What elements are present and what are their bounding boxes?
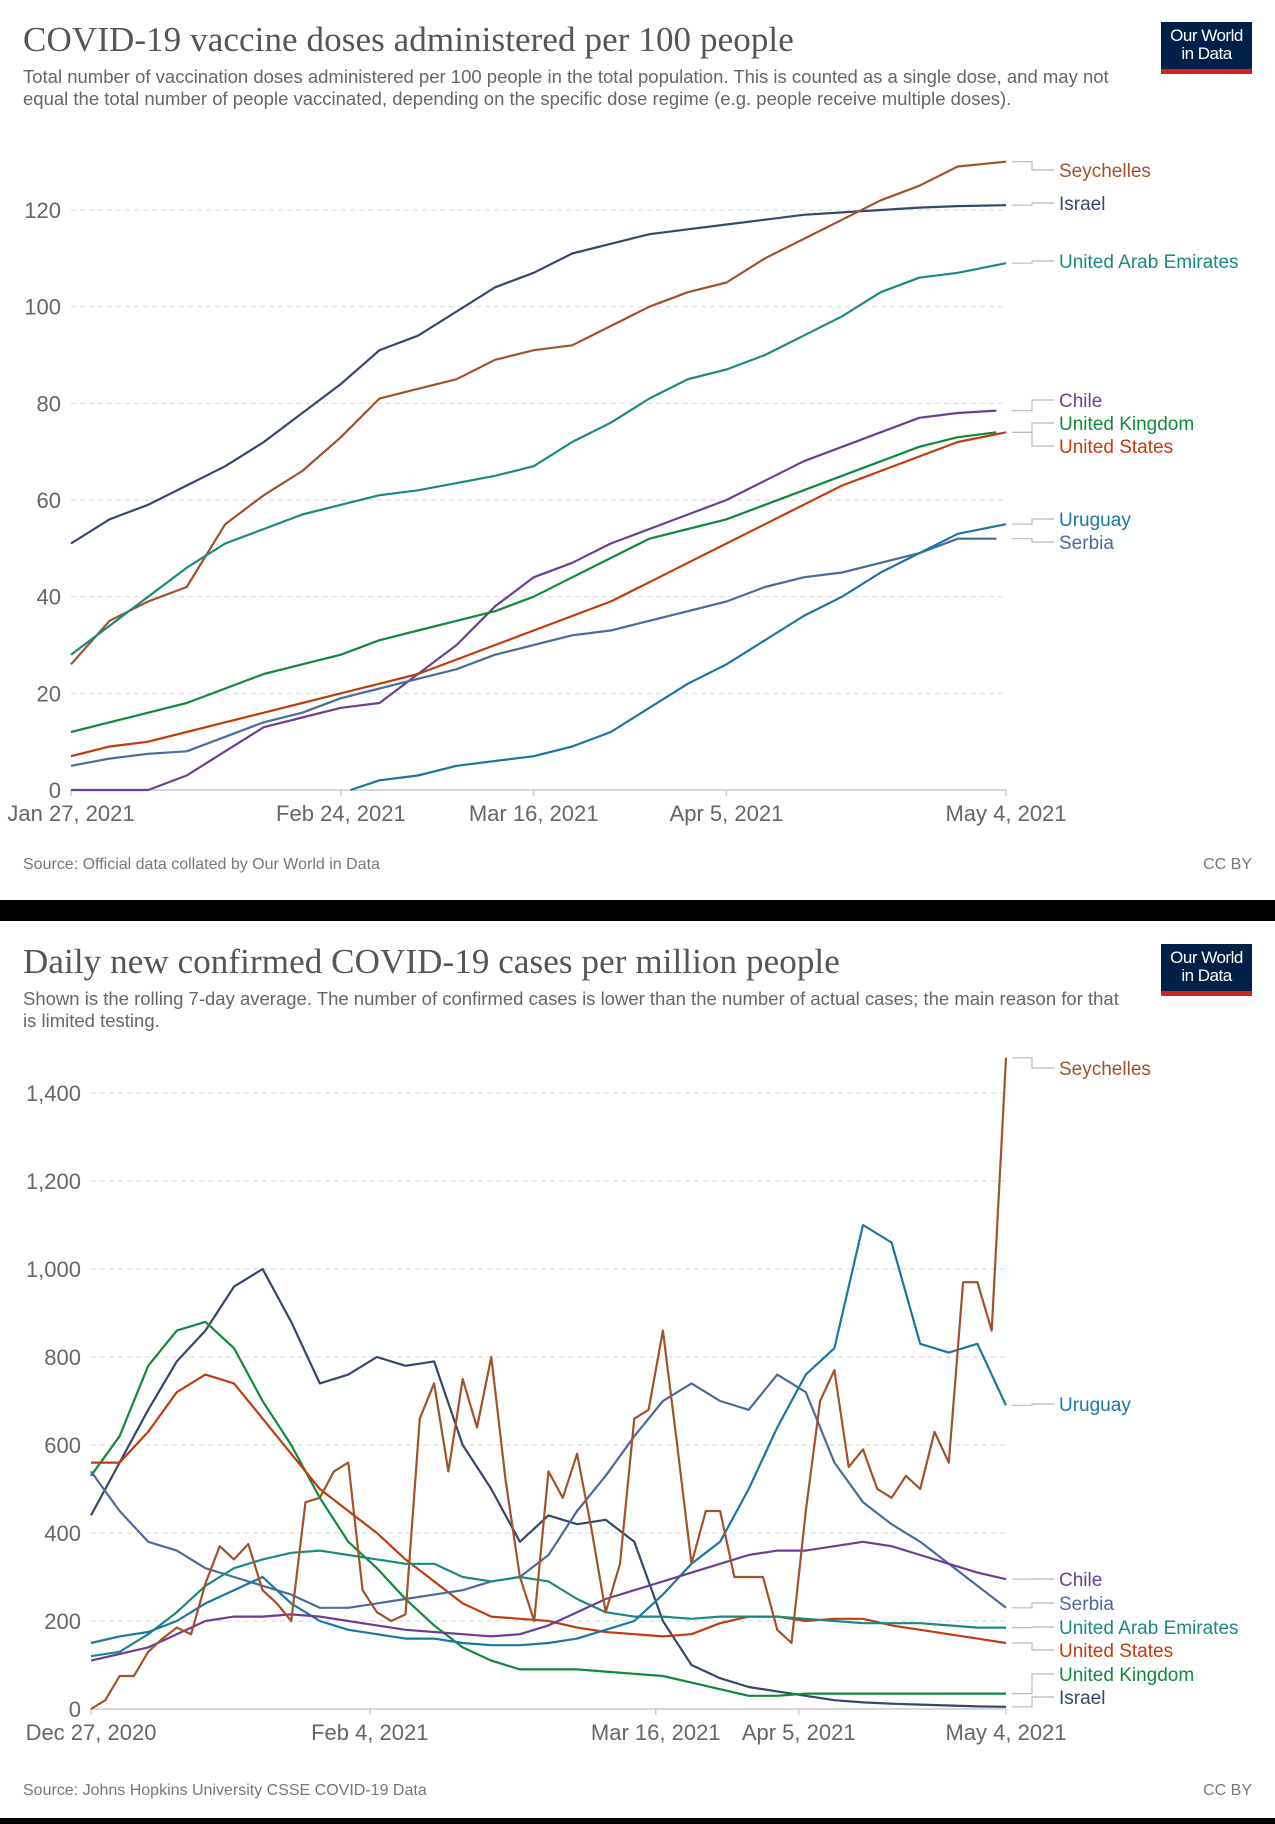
logo-line-1: Our World — [1170, 948, 1243, 967]
legend-connector — [1012, 518, 1054, 525]
y-tick-label: 120 — [24, 198, 61, 223]
legend-label-united-kingdom[interactable]: United Kingdom — [1059, 1665, 1194, 1686]
series-line-serbia[interactable] — [70, 537, 997, 767]
legend-label-serbia[interactable]: Serbia — [1059, 533, 1114, 554]
legend-label-seychelles[interactable]: Seychelles — [1059, 161, 1151, 182]
legend-label-serbia[interactable]: Serbia — [1059, 1594, 1114, 1615]
vaccine-chart-panel: COVID-19 vaccine doses administered per … — [0, 0, 1275, 900]
x-tick-label: Feb 24, 2021 — [276, 801, 406, 826]
series-line-uruguay[interactable] — [90, 1223, 1007, 1647]
source-note[interactable]: Source: Official data collated by Our Wo… — [23, 856, 380, 873]
y-tick-label: 1,200 — [26, 1169, 81, 1194]
legend-label-israel[interactable]: Israel — [1059, 1688, 1105, 1709]
x-tick-label: Feb 4, 2021 — [311, 1720, 428, 1745]
legend-connector — [1012, 538, 1054, 543]
legend-label-uruguay[interactable]: Uruguay — [1059, 510, 1131, 531]
chart-subtitle: Total number of vaccination doses admini… — [23, 66, 1109, 109]
legend-connector — [1012, 1673, 1054, 1695]
legend-connector — [1012, 1696, 1054, 1708]
x-tick-label: Mar 16, 2021 — [469, 801, 599, 826]
legend-connector — [1012, 1602, 1054, 1609]
logo-line-1: Our World — [1170, 26, 1243, 45]
series-line-israel[interactable] — [90, 1267, 1007, 1708]
legend-connector — [1012, 1057, 1054, 1069]
x-tick-label: Dec 27, 2020 — [26, 1720, 157, 1745]
panel-divider — [0, 1818, 1275, 1824]
legend-label-united-arab-emirates[interactable]: United Arab Emirates — [1059, 1618, 1239, 1639]
legend-label-united-arab-emirates[interactable]: United Arab Emirates — [1059, 252, 1239, 273]
legend-label-united-states[interactable]: United States — [1059, 437, 1173, 458]
legend-connector — [1012, 161, 1054, 171]
series-line-seychelles[interactable] — [70, 160, 1007, 666]
legend-connector — [1012, 422, 1054, 433]
series-line-united-kingdom[interactable] — [70, 431, 997, 734]
license-link[interactable]: CC BY — [1203, 856, 1252, 873]
series-line-chile[interactable] — [71, 409, 997, 792]
license-link[interactable]: CC BY — [1203, 1782, 1252, 1799]
legend-label-chile[interactable]: Chile — [1059, 1570, 1102, 1591]
logo-line-2: in Data — [1181, 966, 1232, 985]
legend-connector — [1012, 431, 1054, 447]
legend-label-israel[interactable]: Israel — [1059, 194, 1105, 215]
chart-title: Daily new confirmed COVID-19 cases per m… — [23, 942, 840, 981]
series-line-seychelles[interactable] — [90, 1057, 1008, 1710]
source-note[interactable]: Source: Johns Hopkins University CSSE CO… — [23, 1782, 427, 1799]
legend-label-united-states[interactable]: United States — [1059, 1641, 1173, 1662]
x-tick-label: Apr 5, 2021 — [670, 801, 784, 826]
x-tick-label: May 4, 2021 — [945, 1720, 1066, 1745]
chart-title: COVID-19 vaccine doses administered per … — [23, 20, 794, 59]
x-tick-label: Mar 16, 2021 — [591, 1720, 721, 1745]
series-line-united-states[interactable] — [91, 1373, 1007, 1645]
series-line-chile[interactable] — [90, 1540, 1007, 1662]
owid-logo[interactable]: Our World in Data — [1161, 22, 1252, 74]
legend-label-uruguay[interactable]: Uruguay — [1059, 1395, 1131, 1416]
legend-label-united-kingdom[interactable]: United Kingdom — [1059, 414, 1194, 435]
y-tick-label: 400 — [44, 1521, 81, 1546]
x-tick-label: Jan 27, 2021 — [7, 801, 134, 826]
y-tick-label: 1,400 — [26, 1081, 81, 1106]
y-tick-label: 800 — [44, 1345, 81, 1370]
series-line-united-arab-emirates[interactable] — [90, 1549, 1006, 1658]
x-tick-label: May 4, 2021 — [945, 801, 1066, 826]
x-tick-label: Apr 5, 2021 — [742, 1720, 856, 1745]
legend-connector — [1012, 1626, 1054, 1629]
y-tick-label: 1,000 — [26, 1257, 81, 1282]
series-line-israel[interactable] — [70, 204, 1007, 545]
owid-logo[interactable]: Our World in Data — [1161, 944, 1252, 996]
legend-connector — [1012, 399, 1054, 412]
chart-subtitle: Shown is the rolling 7-day average. The … — [23, 988, 1119, 1031]
y-tick-label: 0 — [69, 1697, 81, 1722]
y-tick-label: 20 — [37, 681, 61, 706]
series-line-united-states[interactable] — [70, 431, 1007, 758]
series-line-united-arab-emirates[interactable] — [70, 262, 1007, 656]
y-tick-label: 200 — [44, 1609, 81, 1634]
y-tick-label: 80 — [37, 391, 61, 416]
series-line-serbia[interactable] — [90, 1373, 1007, 1609]
legend-connector — [1012, 260, 1054, 264]
cases-chart-panel: Daily new confirmed COVID-19 cases per m… — [0, 922, 1275, 1818]
panel-divider — [0, 900, 1275, 921]
y-tick-label: 100 — [24, 295, 61, 320]
legend-label-seychelles[interactable]: Seychelles — [1059, 1059, 1151, 1080]
series-line-uruguay[interactable] — [350, 523, 1007, 792]
y-tick-label: 60 — [37, 488, 61, 513]
legend-connector — [1012, 1403, 1054, 1406]
cases-line-chart: 0 200 400 600 800 1,000 1,200 1,400 Dec 27, 2020… — [26, 1057, 1239, 1745]
vaccine-line-chart: 0 20 40 60 80 100 120 Jan 27, 2021 Feb 24, 2021 M… — [7, 160, 1239, 826]
y-tick-label: 600 — [44, 1433, 81, 1458]
legend-connector — [1012, 202, 1054, 206]
series-line-united-kingdom[interactable] — [90, 1320, 1006, 1697]
y-tick-label: 40 — [37, 585, 61, 610]
y-tick-label: 0 — [49, 778, 61, 803]
logo-line-2: in Data — [1181, 44, 1232, 63]
legend-label-chile[interactable]: Chile — [1059, 391, 1102, 412]
legend-connector — [1012, 1642, 1054, 1651]
